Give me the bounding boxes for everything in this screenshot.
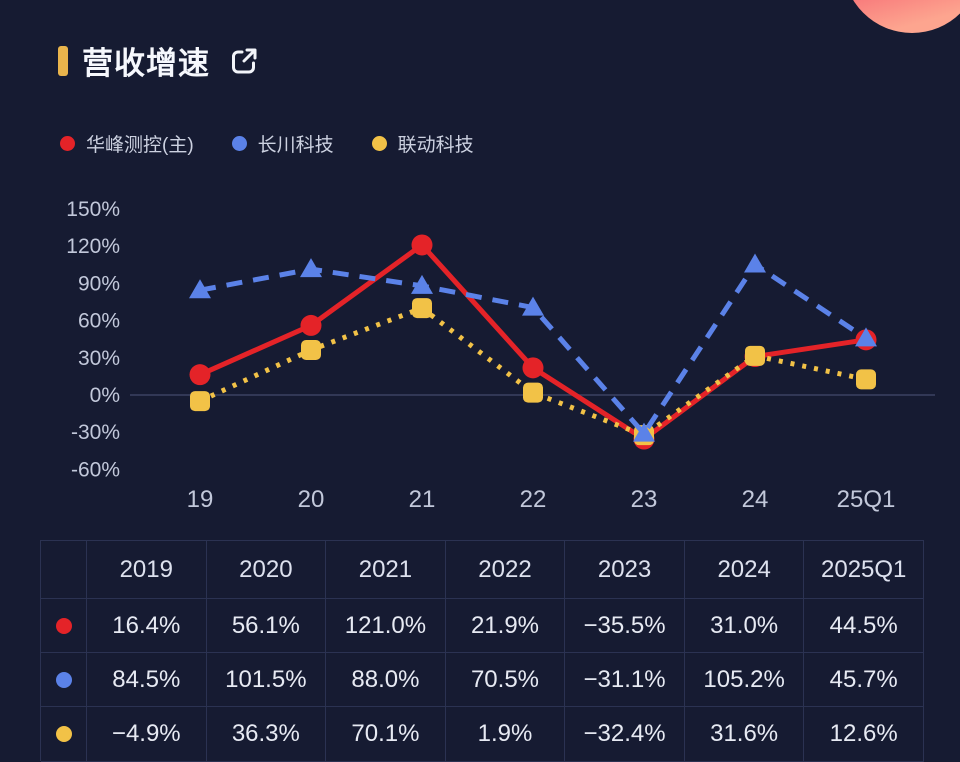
triangle-marker [855,327,877,347]
y-axis-tick: 150% [66,198,120,221]
growth-data-table: 2019 2020 2021 2022 2023 2024 2025Q1 16.4% 56.1%… [40,540,924,762]
table-cell: 105.2% [684,653,805,707]
circle-marker [411,234,433,256]
circle-marker [522,357,544,379]
square-marker [301,339,321,360]
triangle-marker [411,274,433,294]
square-marker [856,369,876,390]
x-axis-tick: 23 [631,486,658,513]
table-cell: 56.1% [206,599,327,653]
series-line-长川科技 [199,262,868,437]
table-cell: 88.0% [326,653,446,707]
table-cell: 31.6% [684,707,805,762]
legend-dot-icon [231,136,247,151]
y-axis-tick: 60% [78,310,120,333]
table-cell: 70.1% [326,707,446,762]
series-dot-icon [55,617,72,634]
series-dot-icon [55,726,72,742]
table-corner-cell [41,541,87,599]
y-axis-tick: 120% [66,235,120,258]
series-dot-icon [55,671,72,688]
decorative-gradient-circle [843,0,960,33]
legend-label: 长川科技 [257,135,334,156]
table-cell: 12.6% [804,707,924,762]
square-marker [745,345,765,366]
table-cell: −32.4% [565,707,685,762]
y-axis-tick: -30% [71,421,120,444]
table-header-2024: 2024 [684,541,805,599]
square-marker [523,382,543,403]
table-row-dot [41,707,87,762]
legend-label: 华峰测控(主) [86,135,194,156]
circle-marker [189,364,211,386]
table-header-2023: 2023 [565,541,685,599]
table-cell: 70.5% [445,653,566,707]
title-accent-bar [58,45,68,76]
table-cell: −4.9% [87,707,207,762]
table-row-dot [41,653,87,707]
square-marker [412,298,432,319]
triangle-marker [189,279,211,299]
legend-dot-icon [60,136,75,151]
x-axis-tick: 22 [520,486,547,513]
circle-marker [300,314,322,336]
table-cell: 36.3% [206,707,327,762]
table-cell: −31.1% [565,653,685,707]
square-marker [190,391,210,412]
table-cell: 31.0% [684,599,805,653]
triangle-marker [522,296,544,316]
triangle-marker [633,422,655,442]
legend-item-1[interactable]: 长川科技 [231,130,334,157]
x-axis-tick: 21 [409,486,436,513]
table-cell: 45.7% [804,653,924,707]
series-line-华峰测控(主) [198,242,867,442]
section-header: 营收增速 [58,38,260,83]
table-header-2020: 2020 [206,541,327,599]
legend-item-2[interactable]: 联动科技 [371,130,474,157]
x-axis-tick: 20 [298,486,325,513]
y-axis-tick: 0% [90,384,120,407]
table-header-2025Q1: 2025Q1 [804,541,924,599]
chart-legend: 华峰测控(主) 长川科技 联动科技 [60,130,474,157]
legend-label: 联动科技 [397,135,474,156]
y-axis-tick: -60% [71,458,120,481]
table-cell: 101.5% [206,653,327,707]
x-axis-tick: 25Q1 [837,486,896,513]
triangle-marker [744,253,766,273]
legend-item-0[interactable]: 华峰测控(主) [60,130,194,157]
table-header-2021: 2021 [326,541,446,599]
table-header-2022: 2022 [445,541,566,599]
revenue-growth-chart: 150% 120% 90% 60% 30% 0% -30% -60% 19 20 21 22 23 24 2… [0,185,960,525]
table-cell: 121.0% [326,599,446,653]
table-cell: 16.4% [87,599,207,653]
legend-dot-icon [371,136,387,151]
y-axis-tick: 90% [78,272,120,295]
y-axis-tick: 30% [78,347,120,370]
table-row-dot [41,599,87,653]
external-link-icon[interactable] [228,45,260,77]
x-axis-tick: 19 [187,486,214,513]
page-title: 营收增速 [82,46,210,81]
table-cell: 44.5% [804,599,924,653]
table-header-2019: 2019 [87,541,207,599]
table-cell: 84.5% [87,653,207,707]
x-axis-tick: 24 [742,486,769,513]
triangle-marker [300,258,322,278]
table-cell: −35.5% [565,599,685,653]
table-cell: 1.9% [445,707,566,762]
table-cell: 21.9% [445,599,566,653]
